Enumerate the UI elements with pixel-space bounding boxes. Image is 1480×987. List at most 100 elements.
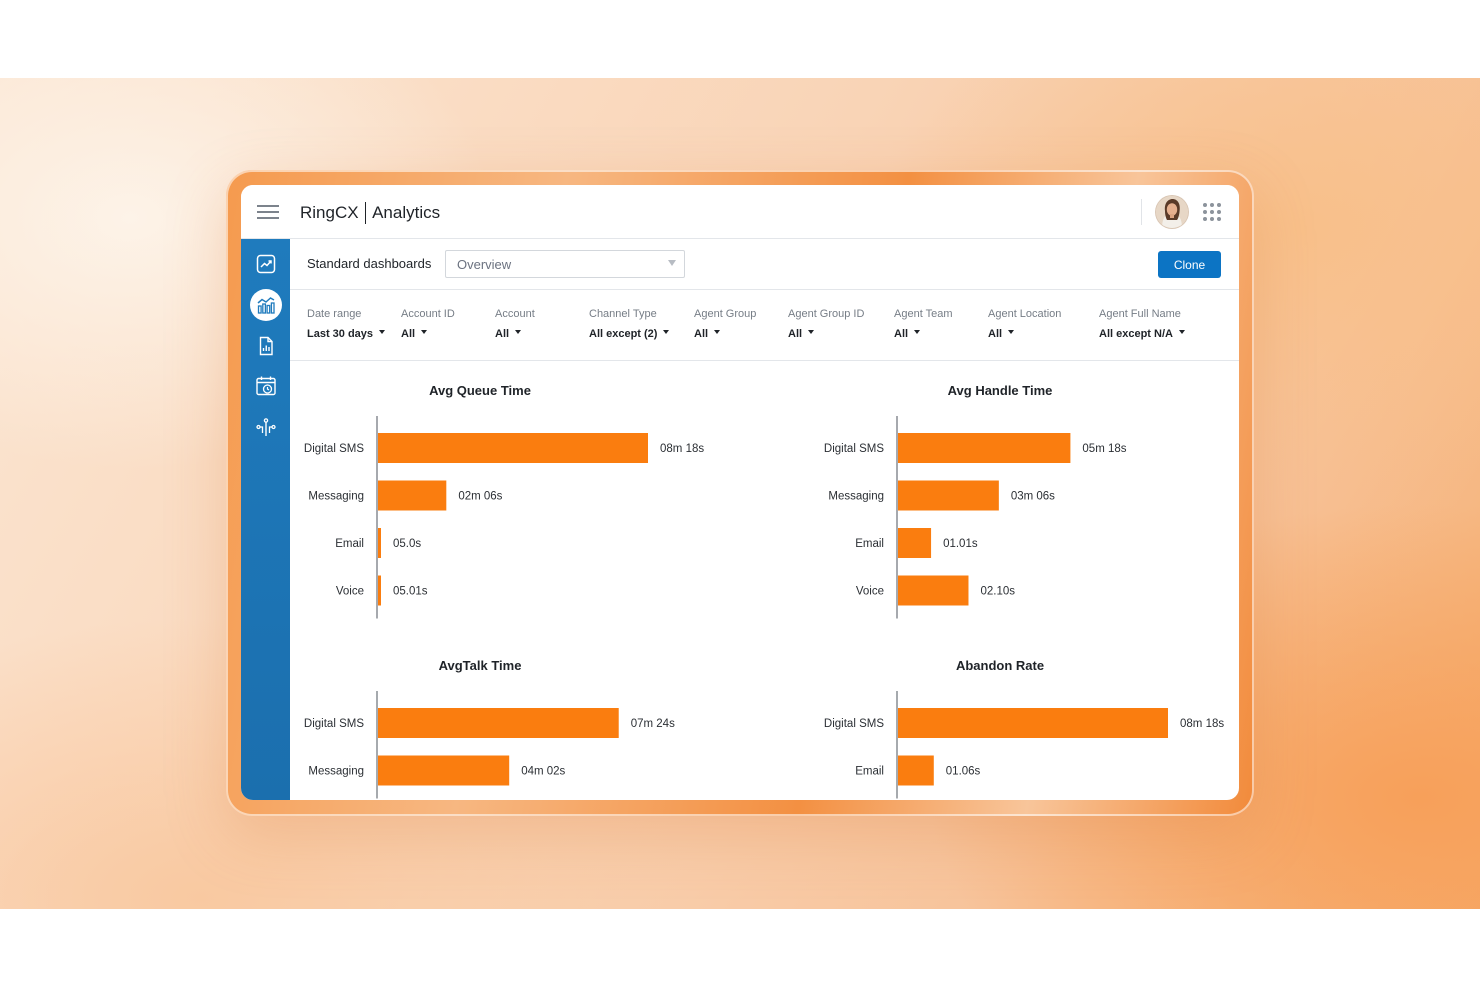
trend-chart-icon bbox=[256, 254, 276, 274]
filter-value: All bbox=[495, 328, 510, 340]
chart-bar bbox=[898, 708, 1168, 738]
sidebar-item-routing[interactable] bbox=[250, 412, 282, 444]
category-label: Voice bbox=[856, 586, 884, 598]
sidebar-item-trends[interactable] bbox=[250, 248, 282, 280]
app-launcher-icon[interactable] bbox=[1203, 203, 1221, 221]
filter-account[interactable]: Account All bbox=[495, 308, 535, 342]
sidebar-item-reports[interactable] bbox=[250, 330, 282, 362]
filter-label: Agent Team bbox=[894, 308, 953, 320]
chart-bar bbox=[898, 755, 934, 786]
report-document-icon bbox=[259, 336, 273, 356]
filter-account-id[interactable]: Account ID All bbox=[401, 308, 455, 342]
data-label: 08m 18s bbox=[1180, 718, 1224, 730]
filter-value: All bbox=[988, 328, 1003, 340]
data-label: 02.10s bbox=[980, 586, 1015, 598]
app-title: RingCX Analytics bbox=[300, 202, 440, 224]
chart-bar bbox=[378, 575, 381, 606]
chart-title: Avg Queue Time bbox=[429, 383, 531, 398]
category-label: Messaging bbox=[308, 491, 364, 503]
filter-date-range[interactable]: Date range Last 30 days bbox=[307, 308, 386, 342]
filter-value: All bbox=[788, 328, 803, 340]
filter-value: Last 30 days bbox=[307, 328, 374, 340]
filter-label: Agent Location bbox=[988, 308, 1062, 320]
data-label: 02m 06s bbox=[458, 491, 502, 503]
caret-down-icon bbox=[808, 329, 815, 334]
clone-button[interactable]: Clone bbox=[1158, 251, 1221, 278]
data-label: 03m 06s bbox=[1011, 491, 1055, 503]
chart-abandon-rate: Abandon Rate Digital SMS 08m 18s Email 01.06… bbox=[824, 658, 1224, 799]
category-label: Email bbox=[855, 538, 884, 550]
filter-agent-group-id[interactable]: Agent Group ID All bbox=[788, 308, 864, 342]
category-label: Email bbox=[855, 766, 884, 778]
dashboard-select-value: Overview bbox=[457, 257, 512, 272]
data-label: 08m 18s bbox=[660, 443, 704, 455]
caret-down-icon bbox=[515, 329, 522, 334]
brand-name: RingCX bbox=[300, 203, 359, 222]
top-bar: RingCX Analytics bbox=[241, 185, 1239, 239]
filter-channel-type[interactable]: Channel Type All except (2) bbox=[589, 308, 670, 342]
chart-avg-handle-time: Avg Handle Time Digital SMS 05m 18s Messagi… bbox=[824, 383, 1127, 619]
user-avatar[interactable] bbox=[1156, 196, 1188, 228]
category-label: Digital SMS bbox=[824, 443, 884, 455]
filter-label: Channel Type bbox=[589, 308, 657, 320]
filter-label: Account ID bbox=[401, 308, 455, 320]
caret-down-icon bbox=[663, 329, 670, 334]
category-label: Digital SMS bbox=[304, 718, 364, 730]
chart-bar bbox=[378, 433, 648, 463]
filter-value: All bbox=[894, 328, 909, 340]
data-label: 05.01s bbox=[393, 586, 428, 598]
chart-avg-queue-time: Avg Queue Time Digital SMS 08m 18s Messagin… bbox=[304, 383, 704, 619]
chart-bar bbox=[898, 433, 1071, 463]
sidebar bbox=[241, 239, 290, 800]
caret-down-icon bbox=[1178, 329, 1185, 334]
header-divider bbox=[1141, 199, 1142, 225]
standard-dashboards-label: Standard dashboards bbox=[307, 256, 432, 271]
category-label: Email bbox=[335, 538, 364, 550]
title-separator bbox=[364, 202, 367, 224]
data-label: 01.01s bbox=[943, 538, 978, 550]
chart-bar bbox=[898, 528, 932, 558]
chart-bar bbox=[378, 528, 381, 558]
category-label: Digital SMS bbox=[304, 443, 364, 455]
filter-label: Agent Group bbox=[694, 308, 757, 320]
filter-agent-location[interactable]: Agent Location All bbox=[988, 308, 1061, 342]
chart-avg-talk-time: AvgTalk Time Digital SMS 07m 24s Messaging 0… bbox=[304, 658, 675, 799]
dashboard-select[interactable]: Overview bbox=[445, 250, 685, 278]
filter-value: All bbox=[694, 328, 709, 340]
chart-title: AvgTalk Time bbox=[439, 658, 522, 673]
charts-area: Avg Queue Time Digital SMS 08m 18s Messagin… bbox=[290, 361, 1239, 800]
caret-down-icon bbox=[914, 329, 921, 334]
caret-down-icon bbox=[1008, 329, 1015, 334]
analytics-chart-icon bbox=[257, 297, 275, 314]
dashboard-toolbar: Standard dashboards Overview Clone bbox=[290, 239, 1239, 290]
data-label: 07m 24s bbox=[631, 718, 675, 730]
filter-value: All except (2) bbox=[589, 328, 658, 340]
app-window: RingCX Analytics bbox=[241, 185, 1239, 800]
caret-down-icon bbox=[421, 329, 428, 334]
filter-value: All bbox=[401, 328, 416, 340]
chart-bar bbox=[378, 480, 447, 511]
menu-icon[interactable] bbox=[257, 205, 279, 219]
filter-label: Agent Group ID bbox=[788, 308, 865, 320]
product-name: Analytics bbox=[372, 203, 441, 222]
filter-agent-team[interactable]: Agent Team All bbox=[894, 308, 953, 342]
chart-bar bbox=[898, 480, 999, 511]
filter-value: All except N/A bbox=[1099, 328, 1173, 340]
category-label: Voice bbox=[336, 586, 364, 598]
data-label: 01.06s bbox=[946, 766, 981, 778]
sidebar-item-schedule[interactable] bbox=[250, 370, 282, 402]
data-label: 04m 02s bbox=[521, 766, 565, 778]
category-label: Digital SMS bbox=[824, 718, 884, 730]
filters-bar: Date range Last 30 days Account ID All A… bbox=[290, 290, 1239, 361]
filter-agent-group[interactable]: Agent Group All bbox=[694, 308, 756, 342]
filter-agent-full-name[interactable]: Agent Full Name All except N/A bbox=[1099, 308, 1185, 342]
category-label: Messaging bbox=[828, 491, 884, 503]
filter-label: Account bbox=[495, 308, 535, 320]
caret-down-icon bbox=[714, 329, 721, 334]
caret-down-icon bbox=[379, 329, 386, 334]
chevron-down-icon bbox=[668, 260, 676, 266]
sidebar-item-analytics[interactable] bbox=[250, 289, 282, 321]
schedule-calendar-icon bbox=[256, 376, 276, 396]
chart-bar bbox=[378, 708, 619, 738]
chart-title: Abandon Rate bbox=[956, 658, 1044, 673]
